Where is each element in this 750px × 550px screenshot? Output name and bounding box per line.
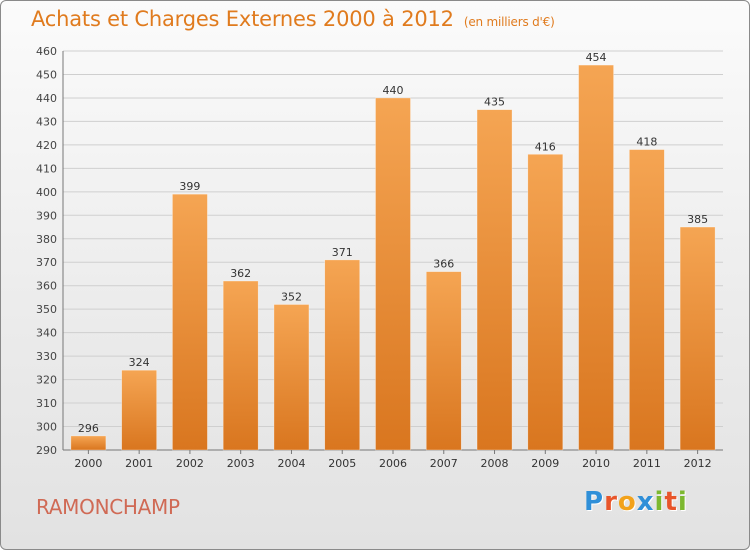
bar: [70, 435, 107, 451]
y-tick-label: 390: [36, 209, 57, 222]
y-tick-label: 340: [36, 327, 57, 340]
logo-letter: r: [604, 487, 618, 517]
proxiti-logo: Proxiti: [584, 487, 688, 517]
bar: [578, 64, 614, 451]
bar: [121, 369, 157, 451]
y-tick-label: 370: [36, 256, 57, 269]
bar: [375, 97, 411, 451]
y-tick-label: 400: [36, 186, 57, 199]
chart-subtitle: (en milliers d'€): [463, 15, 555, 29]
x-tick-label: 2000: [74, 457, 102, 470]
bar: [527, 153, 564, 451]
bar: [679, 226, 716, 451]
data-label: 399: [179, 180, 200, 193]
data-label: 366: [433, 258, 454, 271]
x-tick-label: 2001: [125, 457, 153, 470]
x-tick-label: 2003: [227, 457, 255, 470]
logo-letter: i: [677, 487, 688, 517]
data-label: 324: [129, 356, 150, 369]
bar: [629, 149, 665, 451]
data-label: 418: [636, 136, 657, 149]
data-label: 362: [230, 267, 251, 280]
y-tick-label: 410: [36, 162, 57, 175]
bar: [425, 271, 462, 451]
x-tick-label: 2005: [328, 457, 356, 470]
y-tick-label: 310: [36, 397, 57, 410]
x-tick-label: 2012: [684, 457, 712, 470]
bar: [324, 259, 361, 451]
x-tick-label: 2009: [531, 457, 559, 470]
data-label: 352: [281, 290, 302, 303]
x-tick-label: 2011: [633, 457, 661, 470]
data-label: 371: [332, 246, 353, 259]
chart-title: Achats et Charges Externes 2000 à 2012 (e…: [31, 7, 555, 31]
logo-letter: o: [617, 487, 637, 517]
logo-letter: P: [584, 487, 605, 517]
y-tick-label: 360: [36, 280, 57, 293]
y-tick-label: 420: [36, 139, 57, 152]
y-tick-label: 440: [36, 92, 57, 105]
place-name: RAMONCHAMP: [36, 495, 180, 519]
bar: [172, 193, 208, 451]
bar: [476, 109, 513, 451]
chart-title-text: Achats et Charges Externes 2000 à 2012: [31, 7, 454, 31]
data-label: 385: [687, 213, 708, 226]
y-tick-label: 460: [36, 45, 57, 58]
x-tick-label: 2004: [277, 457, 305, 470]
data-label: 435: [484, 96, 505, 109]
x-tick-label: 2006: [379, 457, 407, 470]
y-tick-label: 320: [36, 374, 57, 387]
y-tick-label: 430: [36, 115, 57, 128]
x-tick-label: 2007: [430, 457, 458, 470]
y-tick-label: 300: [36, 421, 57, 434]
data-label: 454: [586, 51, 607, 64]
y-tick-label: 450: [36, 68, 57, 81]
y-tick-label: 350: [36, 303, 57, 316]
x-tick-label: 2010: [582, 457, 610, 470]
x-tick-label: 2002: [176, 457, 204, 470]
y-tick-label: 330: [36, 350, 57, 363]
bar: [273, 304, 310, 451]
data-label: 296: [78, 422, 99, 435]
logo-letter: t: [664, 487, 678, 517]
data-label: 440: [383, 84, 404, 97]
y-tick-label: 290: [36, 444, 57, 457]
logo-letter: x: [636, 487, 655, 517]
y-tick-label: 380: [36, 233, 57, 246]
data-label: 416: [535, 140, 556, 153]
x-tick-label: 2008: [481, 457, 509, 470]
bar: [222, 280, 259, 451]
logo-letter: i: [654, 487, 665, 517]
